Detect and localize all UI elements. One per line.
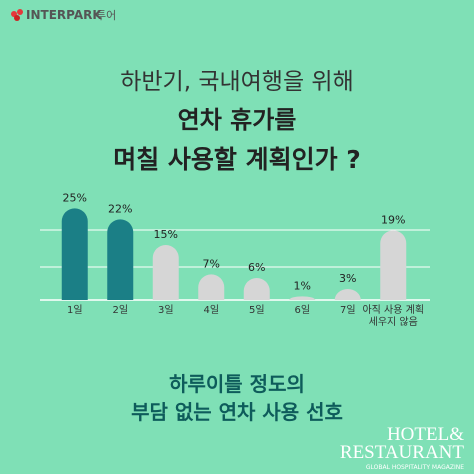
logo-suffix: 투어 [96,9,116,22]
x-tick-label: 4일 [203,305,220,316]
x-tick-label: 6일 [294,305,311,316]
title-line: 연차 휴가를 [177,106,297,134]
bar [198,274,225,300]
bar [243,278,270,300]
value-label: 25% [63,191,87,204]
value-label: 6% [248,261,265,274]
title-line: 하반기, 국내여행을 위해 [120,69,354,95]
x-tick-label: 2일 [112,305,129,316]
caption-line: 하루이틀 정도의 [169,372,305,396]
x-tick-label: 7일 [339,305,356,316]
caption-line: 부담 없는 연차 사용 선호 [131,400,343,424]
bar [334,289,361,300]
x-tick-label: 1일 [66,305,83,316]
brand-line2: RESTAURANT [340,442,464,463]
logo: INTERPARK [26,8,102,22]
x-tick-label: 5일 [248,305,265,316]
logo-icon [11,9,23,21]
brand-line1: HOTEL& [387,424,464,445]
bar [107,219,134,300]
value-label: 22% [108,202,132,215]
bar [380,230,407,300]
brand-tagline: GLOBAL HOSPITALITY MAGAZINE [366,464,464,471]
value-label: 3% [339,272,356,285]
value-label: 1% [294,279,311,292]
bar [61,208,88,300]
value-label: 15% [154,228,178,241]
value-label: 7% [203,257,220,270]
bar [152,245,179,300]
bar [289,296,316,300]
value-label: 19% [381,213,405,226]
title-line: 며칠 사용할 계획인가 ? [113,145,361,174]
x-tick-label: 3일 [157,305,174,316]
x-tick-label: 아직 사용 계획 세우지 않음 [362,305,425,328]
